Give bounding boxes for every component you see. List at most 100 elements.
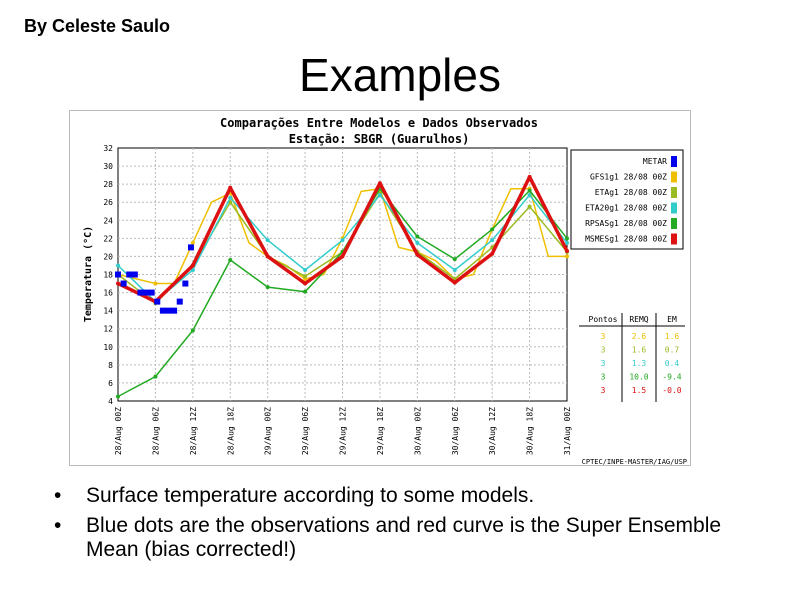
- observation-point: [143, 289, 150, 296]
- observation-point: [131, 271, 138, 278]
- stats-cell: 10.0: [629, 373, 648, 382]
- series-point: [153, 281, 158, 286]
- series-point: [116, 263, 120, 268]
- stats-cell: 2.6: [632, 332, 647, 341]
- chart-title: Comparações Entre Modelos e Dados Observ…: [220, 116, 538, 130]
- bullet-dot-icon: •: [54, 484, 62, 507]
- legend-label: RPSASg1 28/08 00Z: [585, 219, 667, 228]
- y-tick-label: 18: [103, 271, 113, 280]
- series-point: [190, 328, 195, 333]
- bullet-text: Surface temperature according to some mo…: [86, 484, 535, 507]
- series-point: [452, 257, 457, 262]
- series-point: [116, 281, 120, 286]
- bullet-dot-icon: •: [54, 514, 62, 537]
- stats-cell: 0.7: [665, 346, 680, 355]
- stats-cell: 1.6: [632, 346, 647, 355]
- series-point: [190, 240, 195, 245]
- stats-cell: 0.4: [665, 359, 680, 368]
- series-point: [452, 267, 457, 272]
- stats-header: Pontos: [589, 315, 618, 324]
- series-point: [265, 285, 270, 290]
- bullet-item: • Blue dots are the observations and red…: [54, 514, 774, 562]
- bullet-list: • Surface temperature according to some …: [54, 484, 774, 568]
- y-tick-label: 28: [103, 180, 113, 189]
- chart-credit: CPTEC/INPE-MASTER/IAG/USP: [582, 458, 687, 466]
- x-tick-label: 29/Aug 06Z: [301, 407, 310, 455]
- series-point: [303, 289, 308, 294]
- slide-title: Examples: [299, 49, 501, 101]
- y-tick-label: 20: [103, 252, 113, 261]
- series-point: [490, 251, 495, 256]
- stats-cell: -9.4: [662, 373, 681, 382]
- x-tick-label: 31/Aug 00Z: [563, 407, 572, 455]
- stats-cell: 3: [601, 386, 606, 395]
- bullet-text: Blue dots are the observations and red c…: [86, 514, 722, 561]
- legend-swatch: [671, 187, 677, 198]
- observation-point: [120, 280, 127, 287]
- observation-point: [148, 289, 155, 296]
- x-tick-label: 29/Aug 00Z: [264, 407, 273, 455]
- y-tick-label: 6: [108, 379, 113, 388]
- legend-label: GFS1g1 28/08 00Z: [590, 173, 667, 182]
- x-tick-label: 30/Aug 00Z: [413, 407, 422, 455]
- legend-swatch: [671, 202, 677, 214]
- y-tick-label: 26: [103, 198, 113, 207]
- series-point: [190, 263, 195, 268]
- stats-header: REMQ: [629, 315, 648, 324]
- series-point: [377, 192, 382, 197]
- series-point: [490, 238, 495, 243]
- y-tick-label: 30: [103, 162, 113, 171]
- observation-point: [182, 280, 189, 287]
- series-point: [527, 188, 532, 193]
- series-point: [527, 174, 532, 179]
- legend-label: MSMESg1 28/08 00Z: [585, 235, 667, 244]
- legend-label: METAR: [643, 157, 667, 166]
- series-point: [340, 238, 345, 243]
- series-point: [527, 192, 532, 197]
- x-tick-label: 30/Aug 06Z: [451, 407, 460, 455]
- observation-point: [171, 307, 178, 314]
- series-point: [415, 252, 420, 257]
- series-point: [228, 185, 233, 190]
- legend-swatch: [671, 218, 677, 229]
- y-tick-label: 14: [103, 307, 113, 316]
- series-point: [303, 267, 308, 272]
- observation-point: [154, 298, 161, 305]
- observation-point: [165, 307, 172, 314]
- series-point: [565, 249, 569, 254]
- legend-swatch: [671, 171, 677, 183]
- series-point: [565, 240, 569, 245]
- series-point: [415, 240, 420, 245]
- series-point: [565, 236, 569, 241]
- legend-swatch: [671, 233, 677, 245]
- y-tick-label: 22: [103, 234, 113, 243]
- series-point: [303, 281, 308, 286]
- chart-subtitle: Estação: SBGR (Guarulhos): [289, 132, 470, 146]
- stats-cell: 1.3: [632, 359, 647, 368]
- stats-cell: 3: [601, 332, 606, 341]
- series-point: [565, 254, 569, 259]
- series-point: [303, 274, 308, 279]
- chart-svg: Comparações Entre Modelos e Dados Observ…: [68, 109, 692, 467]
- y-tick-label: 8: [108, 361, 113, 370]
- series-point: [340, 254, 345, 259]
- series-point: [527, 204, 532, 209]
- x-tick-label: 29/Aug 12Z: [339, 407, 348, 455]
- series-point: [190, 267, 195, 272]
- series-point: [228, 195, 233, 200]
- observation-point: [187, 244, 194, 251]
- stats-cell: 1.5: [632, 386, 647, 395]
- legend-frame: [570, 149, 684, 250]
- x-tick-label: 28/Aug 12Z: [189, 407, 198, 455]
- author-name: By Celeste Saulo: [24, 16, 171, 36]
- series-point: [377, 181, 382, 186]
- observation-point: [137, 289, 144, 296]
- stats-cell: 1.6: [665, 332, 680, 341]
- y-tick-label: 32: [103, 144, 113, 153]
- y-axis-label: Temperatura (°C): [83, 226, 94, 322]
- series-point: [265, 238, 270, 243]
- y-tick-label: 16: [103, 289, 113, 298]
- y-tick-label: 24: [103, 216, 113, 225]
- bullet-item: • Surface temperature according to some …: [54, 484, 774, 508]
- series-point: [490, 227, 495, 232]
